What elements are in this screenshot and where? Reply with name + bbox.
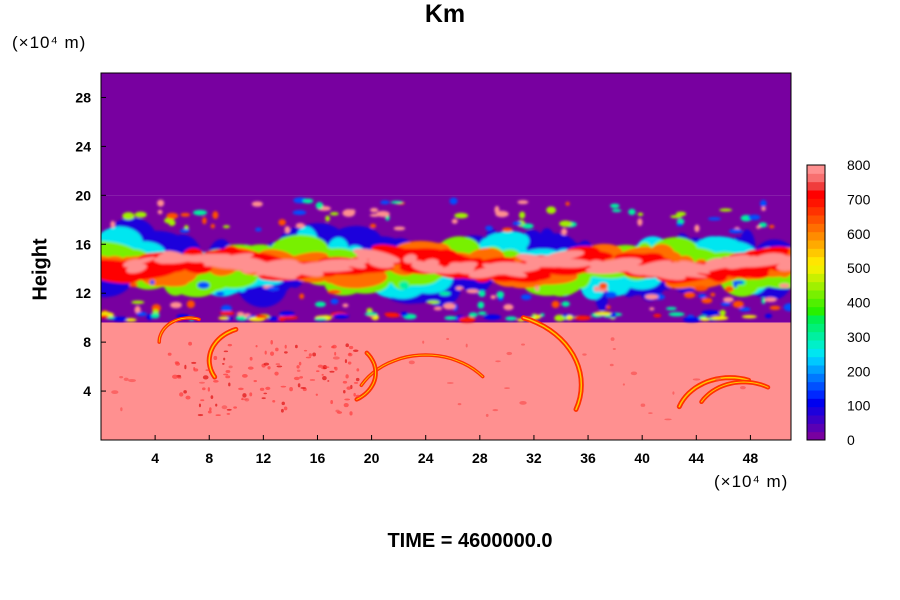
x-axis-ticks: 4 8 12 16 20 24 28 32 36 40 44 48 (151, 435, 758, 466)
plot-frame (100, 72, 792, 441)
x-tick-label: 8 (205, 450, 213, 466)
x-tick-label: 32 (526, 450, 542, 466)
x-tick-label: 48 (743, 450, 759, 466)
colorbar-swatch (807, 290, 825, 299)
colorbar-swatch (807, 406, 825, 416)
colorbar-swatch (807, 381, 825, 391)
y-tick-label: 20 (75, 187, 91, 203)
colorbar-swatch (807, 206, 825, 216)
x-axis-unit: (×10⁴ m) (714, 472, 789, 491)
colorbar-tick-label: 800 (847, 157, 871, 173)
region-upper-layer (101, 73, 791, 196)
colorbar-swatch (807, 165, 825, 174)
colorbar-swatch (807, 431, 825, 441)
y-tick-label: 12 (75, 285, 91, 301)
y-tick-label: 4 (83, 383, 91, 399)
colorbar-swatch (807, 181, 825, 191)
colorbar-tick-label: 400 (847, 295, 871, 311)
y-tick-label: 8 (83, 334, 91, 350)
colorbar-swatch (807, 240, 825, 249)
colorbar-swatch (807, 423, 825, 433)
colorbar-swatch (807, 356, 825, 366)
colorbar-swatch (807, 281, 825, 291)
colorbar-swatch (807, 415, 825, 424)
colorbar-swatch (807, 323, 825, 333)
lower-layer-features (111, 315, 771, 421)
colorbar-swatch (807, 298, 825, 308)
colorbar-swatch (807, 315, 825, 324)
colorbar-tick-label: 0 (847, 432, 855, 448)
colorbar-tick-label: 100 (847, 398, 871, 414)
colorbar-swatch (807, 231, 825, 241)
region-lower-layer (101, 322, 791, 440)
colorbar-tick-label: 700 (847, 191, 871, 207)
turbulent-band (101, 197, 791, 323)
colorbar-swatch (807, 190, 825, 199)
colorbar-swatch (807, 248, 825, 258)
y-tick-label: 28 (75, 89, 91, 105)
colorbar-swatch (807, 173, 825, 183)
colorbar: 0 100 200 300 400 500 600 700 800 (806, 157, 871, 448)
colorbar-swatch (807, 373, 825, 383)
colorbar-swatch (807, 223, 825, 233)
y-axis-unit: (×10⁴ m) (12, 33, 87, 52)
colorbar-swatch (807, 390, 825, 399)
colorbar-frame (806, 164, 826, 441)
colorbar-tick-label: 300 (847, 329, 871, 345)
colorbar-swatch (807, 215, 825, 224)
colorbar-tick-label: 600 (847, 226, 871, 242)
colorbar-tick-label: 200 (847, 363, 871, 379)
colorbar-swatch (807, 256, 825, 266)
x-tick-label: 24 (418, 450, 434, 466)
y-tick-label: 16 (75, 236, 91, 252)
colorbar-swatch (807, 348, 825, 358)
x-tick-label: 36 (580, 450, 596, 466)
y-axis-ticks: 4 8 12 16 20 24 28 (75, 89, 106, 399)
colorbar-swatch (807, 365, 825, 374)
time-label: TIME = 4600000.0 (387, 530, 553, 552)
x-tick-label: 28 (472, 450, 488, 466)
x-tick-label: 20 (364, 450, 380, 466)
colorbar-swatch (807, 306, 825, 316)
colorbar-tick-label: 500 (847, 260, 871, 276)
colorbar-swatch (807, 273, 825, 283)
x-tick-label: 40 (634, 450, 650, 466)
x-tick-label: 16 (310, 450, 326, 466)
colorbar-swatch (807, 198, 825, 208)
colorbar-swatch (807, 398, 825, 408)
y-tick-label: 24 (75, 138, 91, 154)
x-tick-label: 4 (151, 450, 159, 466)
plot-area (101, 73, 791, 440)
colorbar-swatch (807, 265, 825, 274)
x-tick-label: 44 (689, 450, 705, 466)
colorbar-swatch (807, 331, 825, 341)
colorbar-swatch (807, 340, 825, 349)
x-tick-label: 12 (256, 450, 272, 466)
chart-title: Km (424, 0, 466, 28)
